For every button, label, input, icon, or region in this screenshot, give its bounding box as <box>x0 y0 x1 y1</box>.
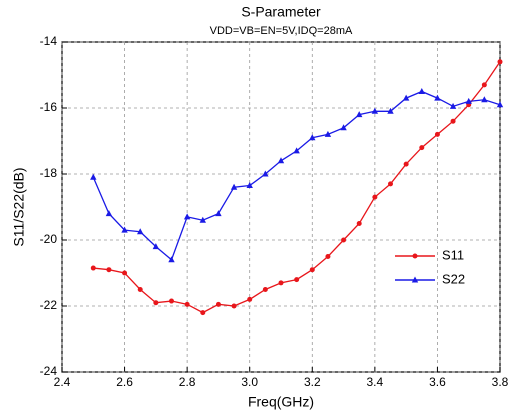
y-tick-label: -22 <box>40 298 58 312</box>
marker <box>137 228 144 235</box>
marker <box>215 210 222 217</box>
marker <box>309 267 315 273</box>
marker <box>294 277 300 283</box>
marker <box>262 287 268 292</box>
y-tick-label: -24 <box>40 364 58 378</box>
marker <box>105 210 113 217</box>
marker <box>137 287 143 292</box>
marker <box>262 170 269 177</box>
marker <box>403 161 409 167</box>
marker <box>450 118 456 124</box>
marker <box>372 194 378 200</box>
marker <box>481 96 488 103</box>
marker <box>434 131 440 137</box>
marker <box>387 107 394 114</box>
marker <box>183 213 191 220</box>
marker <box>121 226 128 233</box>
marker <box>122 270 128 276</box>
marker <box>293 147 300 154</box>
marker <box>356 221 362 226</box>
marker <box>388 181 393 187</box>
marker <box>152 243 160 250</box>
marker <box>418 88 425 94</box>
marker <box>199 216 206 223</box>
marker <box>90 265 96 271</box>
marker <box>278 280 284 286</box>
x-tick-label: 3.0 <box>241 375 258 389</box>
x-tick-label: 3.8 <box>492 375 509 389</box>
y-tick-label: -18 <box>40 166 58 180</box>
x-tick-label: 2.4 <box>54 375 71 389</box>
marker <box>434 94 441 101</box>
marker <box>215 301 221 307</box>
marker <box>341 237 347 243</box>
y-tick-label: -20 <box>40 232 58 246</box>
x-tick-label: 3.6 <box>429 375 446 389</box>
marker <box>465 97 472 104</box>
marker <box>153 300 159 306</box>
chart-subtitle: VDD=VB=EN=5V,IDQ=28mA <box>210 25 353 37</box>
series-line <box>92 90 501 261</box>
marker <box>324 130 332 137</box>
marker <box>230 183 238 190</box>
plot-frame <box>61 41 501 373</box>
marker <box>277 157 285 164</box>
marker <box>419 145 425 151</box>
legend-label: S22 <box>442 271 465 286</box>
x-tick-label: 2.6 <box>116 375 133 389</box>
x-tick-label: 3.2 <box>304 375 321 389</box>
marker <box>90 173 97 180</box>
marker <box>106 267 112 273</box>
chart-title: S-Parameter <box>241 4 321 20</box>
marker <box>411 276 419 283</box>
x-tick-label: 3.4 <box>367 375 384 389</box>
marker <box>356 111 363 118</box>
y-axis-label: S11/S22(dB) <box>11 167 27 246</box>
x-axis-label: Freq(GHz) <box>248 394 314 410</box>
marker <box>325 254 331 259</box>
marker <box>200 310 206 316</box>
marker <box>231 303 237 309</box>
marker <box>247 296 253 302</box>
marker <box>449 102 457 109</box>
marker <box>309 134 316 141</box>
marker <box>340 124 347 131</box>
marker <box>412 253 418 259</box>
marker <box>184 301 190 307</box>
marker <box>497 59 503 65</box>
marker <box>371 107 379 114</box>
marker <box>402 94 410 101</box>
x-tick-label: 2.8 <box>179 375 196 389</box>
marker <box>496 101 504 108</box>
marker <box>169 298 174 304</box>
marker <box>481 82 487 88</box>
marker <box>168 256 175 263</box>
legend-label: S11 <box>442 247 464 262</box>
y-tick-label: -14 <box>40 34 58 48</box>
y-tick-label: -16 <box>40 100 58 114</box>
marker <box>246 182 253 189</box>
